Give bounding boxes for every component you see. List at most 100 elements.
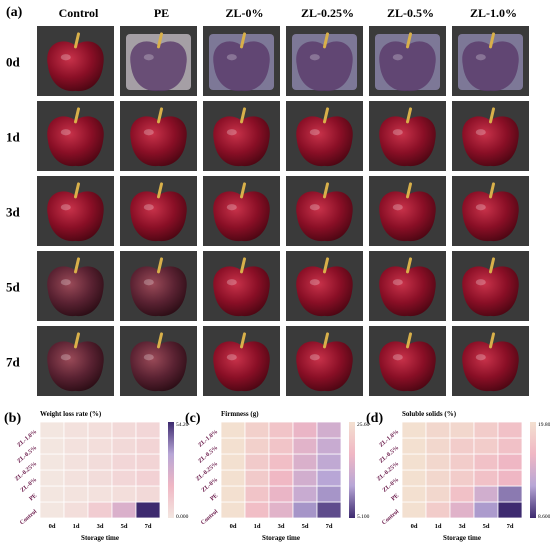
heatmap-cell [473, 469, 499, 487]
heatmap-cell [111, 501, 137, 519]
heatmap-cell [425, 453, 451, 471]
cherry-highlight [226, 54, 237, 61]
heatmap-cell [449, 485, 475, 503]
cherry-photo [37, 101, 114, 171]
heatmap-cell [135, 485, 161, 503]
y-tick-label: Control [381, 509, 400, 527]
panel-label: (c) [185, 411, 201, 426]
x-tick-label: 1d [73, 523, 80, 530]
cherry-photo [452, 251, 529, 321]
cherry-fruit [462, 41, 519, 92]
heatmap-cell [497, 501, 523, 519]
cherry-highlight [143, 279, 154, 286]
cherry-stem [406, 257, 412, 274]
cherry-stem [489, 107, 495, 124]
heatmap-cell [497, 469, 523, 487]
cherry-photo-grid: (a) Control PE ZL-0% ZL-0.25% ZL-0.5% ZL-1.0%… [6, 5, 529, 396]
heatmap-cell [401, 501, 427, 519]
cherry-highlight [226, 279, 237, 286]
x-axis-label: Storage time [443, 534, 481, 542]
cherry-stem [240, 107, 246, 124]
cherry-highlight [392, 279, 403, 286]
cherry-stem [240, 182, 246, 199]
heatmap-cell [292, 485, 318, 503]
cherry-stem [240, 332, 246, 349]
heatmap-cell [220, 485, 246, 503]
heatmap-cell [244, 453, 270, 471]
colorbar-max-label: 25.60 [357, 422, 370, 428]
cherry-highlight [309, 129, 320, 136]
heatmap-cell [316, 485, 342, 503]
y-tick-label: ZL-0% [201, 477, 219, 494]
heatmap-cell [39, 469, 65, 487]
heatmap-cell [316, 453, 342, 471]
cherry-fruit [296, 116, 353, 167]
heatmap-cell [292, 421, 318, 439]
column-header: ZL-0.5% [387, 6, 434, 20]
y-tick-label: Control [19, 509, 38, 527]
cherry-fruit [213, 266, 270, 317]
heatmap-cell [449, 421, 475, 439]
cherry-photo [369, 101, 446, 171]
cherry-fruit [462, 266, 519, 317]
heatmap-cell [449, 453, 475, 471]
heatmap-panel: (d) Soluble solids (%)ControlPEZL-0%ZL-0.… [366, 410, 550, 542]
heatmap-cell [111, 453, 137, 471]
cherry-stem [74, 182, 80, 199]
cherry-highlight [143, 354, 154, 361]
cherry-fruit [47, 41, 104, 92]
cherry-fruit [130, 341, 187, 392]
cherry-photo [203, 101, 280, 171]
heatmap-cell [87, 453, 113, 471]
column-headers: Control PE ZL-0% ZL-0.25% ZL-0.5% ZL-1.0% [59, 6, 517, 20]
heatmap-title: Soluble solids (%) [402, 410, 457, 418]
heatmap-cell [39, 437, 65, 455]
cherry-fruit [213, 116, 270, 167]
heatmap-cell [401, 453, 427, 471]
row-label: 7d [6, 355, 21, 370]
heatmap-cell [401, 469, 427, 487]
cherry-stem [489, 182, 495, 199]
y-tick-label: PE [391, 493, 401, 503]
cherry-photo [203, 326, 280, 396]
heatmap-cell [244, 501, 270, 519]
cherry-stem [157, 257, 163, 274]
x-tick-label: 7d [326, 523, 333, 530]
y-tick-label: PE [29, 493, 39, 503]
cherry-photo [37, 251, 114, 321]
heatmap-cell [111, 421, 137, 439]
cherry-fruit [130, 191, 187, 242]
cherry-fruit [379, 41, 436, 92]
x-tick-label: 5d [121, 523, 128, 530]
cherry-highlight [60, 204, 71, 211]
cherry-highlight [60, 279, 71, 286]
row-label: 5d [6, 280, 21, 295]
heatmap-cell [244, 485, 270, 503]
heatmap-title: Firmness (g) [221, 410, 259, 418]
heatmap-cell [39, 453, 65, 471]
x-tick-label: 5d [302, 523, 309, 530]
cherry-fruit [296, 341, 353, 392]
cherry-highlight [309, 279, 320, 286]
heatmap-cell [244, 437, 270, 455]
cherry-stem [74, 107, 80, 124]
cherry-stem [406, 182, 412, 199]
cherry-photo [369, 251, 446, 321]
x-tick-label: 3d [278, 523, 285, 530]
heatmap-cell [63, 501, 89, 519]
cherry-photo [369, 26, 446, 96]
colorbar-max-label: 54.20 [176, 422, 189, 428]
x-axis-label: Storage time [262, 534, 300, 542]
colorbar [168, 422, 174, 518]
cherry-stem [489, 32, 495, 49]
cherry-photo [120, 26, 197, 96]
colorbar [349, 422, 355, 518]
heatmap-cell [497, 437, 523, 455]
heatmap-cell [220, 501, 246, 519]
cherry-stem [323, 182, 329, 199]
cherry-photo [37, 176, 114, 246]
cherry-photo [452, 176, 529, 246]
column-header: ZL-0% [225, 6, 263, 20]
heatmap-cell [87, 501, 113, 519]
heatmap-cell [292, 501, 318, 519]
